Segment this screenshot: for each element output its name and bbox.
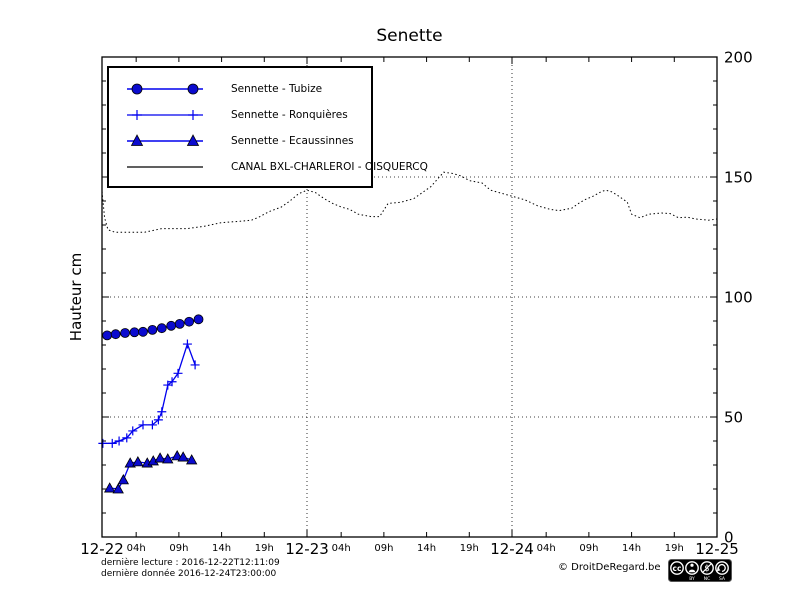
series-canal-bxl-charleroi-oisquercq [101, 171, 718, 233]
x-day-label: 12-23 [285, 540, 329, 558]
x-hour-label: 19h [255, 543, 274, 554]
series-sennette-ronqui-res [98, 339, 200, 448]
x-hour-label: 14h [622, 543, 641, 554]
axis-tick-labels: 12-22 12-23 12-24 12-25 04h 09h 14h 19h 04h 09h 14… [80, 49, 752, 559]
last-data-text: dernière donnée 2016-12-24T23:00:00 [101, 568, 277, 579]
svg-text:BY: BY [689, 576, 695, 582]
x-day-label: 12-24 [490, 540, 534, 558]
svg-text:SA: SA [719, 576, 726, 582]
axis-ticks [102, 57, 717, 537]
legend: Sennette - Tubize Sennette - Ronquières … [107, 66, 428, 188]
x-hour-label: 09h [374, 543, 393, 554]
svg-text:$: $ [704, 564, 709, 574]
x-hour-label: 19h [460, 543, 479, 554]
legend-label: Sennette - Ecaussinnes [231, 135, 354, 147]
cc-license-badge[interactable]: cc $ BY NC SA [668, 559, 732, 586]
y-tick-label: 150 [724, 169, 753, 187]
legend-label: Sennette - Ronquières [231, 109, 348, 121]
x-hour-label: 04h [127, 543, 146, 554]
svg-text:cc: cc [673, 564, 682, 573]
cc-by-nc-sa-icon: cc $ BY NC SA [668, 559, 732, 582]
chart-title: Senette [376, 26, 443, 46]
x-hour-label: 09h [169, 543, 188, 554]
x-hour-label: 09h [579, 543, 598, 554]
series-sennette-ecaussinnes [104, 450, 198, 494]
tubize-circle-marker-icon [127, 83, 203, 95]
x-hour-label: 14h [212, 543, 231, 554]
y-tick-label: 50 [724, 409, 743, 427]
footer-readings: dernière lecture : 2016-12-22T12:11:09 d… [101, 558, 280, 579]
x-hour-label: 04h [332, 543, 351, 554]
y-axis-label: Hauteur cm [67, 252, 85, 342]
last-reading-text: dernière lecture : 2016-12-22T12:11:09 [101, 558, 280, 568]
ronquieres-plus-marker-icon [127, 110, 203, 120]
y-tick-label: 100 [724, 289, 753, 307]
x-hour-label: 14h [417, 543, 436, 554]
ecaussinnes-triangle-marker-icon [127, 134, 203, 146]
x-day-label: 12-22 [80, 540, 124, 558]
canal-line-icon [127, 166, 203, 168]
legend-label: Sennette - Tubize [231, 83, 323, 95]
legend-label: CANAL BXL-CHARLEROI - OISQUERCQ [231, 161, 428, 173]
svg-text:NC: NC [704, 576, 711, 582]
x-hour-label: 19h [665, 543, 684, 554]
y-tick-label: 200 [724, 49, 753, 67]
x-day-label: 12-25 [695, 540, 739, 558]
series-sennette-tubize [102, 314, 204, 341]
legend-item-canal: CANAL BXL-CHARLEROI - OISQUERCQ [109, 154, 428, 180]
x-hour-label: 04h [537, 543, 556, 554]
y-tick-label: 0 [724, 529, 734, 547]
copyright-text: © DroitDeRegard.be [558, 562, 661, 573]
legend-item-tubize: Sennette - Tubize [109, 76, 371, 102]
legend-item-ronquieres: Sennette - Ronquières [109, 102, 371, 128]
legend-item-ecaussinnes: Sennette - Ecaussinnes [109, 128, 371, 154]
